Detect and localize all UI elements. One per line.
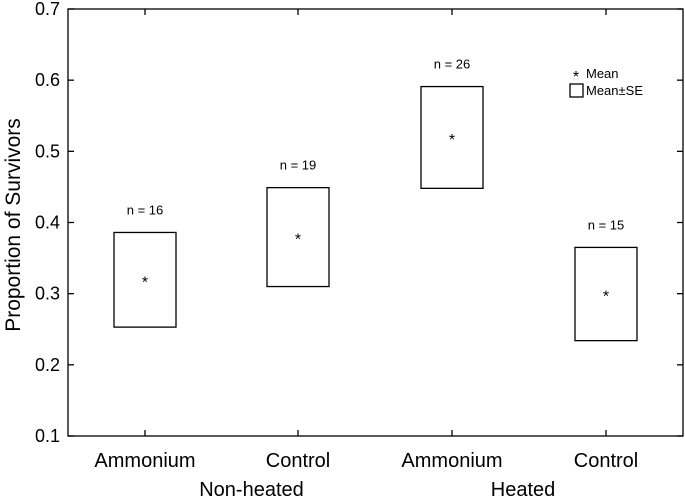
x-group-label: Heated [491, 479, 556, 501]
mean-marker: * [449, 132, 455, 149]
legend-box-marker [569, 83, 584, 98]
n-label: n = 19 [280, 158, 317, 173]
se-box [113, 231, 177, 328]
y-tick-label: 0.7 [35, 0, 60, 19]
n-label: n = 16 [127, 202, 164, 217]
mean-marker: * [603, 289, 609, 306]
y-tick-label: 0.6 [35, 70, 60, 90]
y-tick-label: 0.3 [35, 284, 60, 304]
x-axis: Ammonium Control Ammonium Control Non-heated… [94, 9, 638, 501]
y-tick-label: 0.1 [35, 426, 60, 446]
x-category-label: Ammonium [94, 450, 195, 472]
y-tick-label: 0.2 [35, 355, 60, 375]
x-category-label: Ammonium [401, 450, 502, 472]
boxes: * n = 16 * n = 19 * n = 26 * n = 15 [113, 57, 638, 342]
mean-marker: * [295, 232, 301, 249]
se-box [574, 246, 638, 342]
se-box [266, 186, 330, 288]
y-tick-label: 0.5 [35, 141, 60, 161]
x-category-label: Control [574, 450, 638, 472]
x-group-label: Non-heated [199, 479, 304, 501]
legend-mean-label: Mean [586, 66, 619, 81]
y-axis: 0.1 0.2 0.3 0.4 0.5 0.6 0.7 [35, 0, 683, 446]
n-label: n = 26 [434, 57, 471, 72]
y-axis-label: Proportion of Survivors [2, 118, 25, 332]
mean-marker: * [142, 274, 148, 291]
y-tick-label: 0.4 [35, 213, 60, 233]
se-box [420, 85, 484, 189]
n-label: n = 15 [588, 217, 625, 232]
legend-mean-marker: * [573, 69, 579, 86]
x-category-label: Control [266, 450, 330, 472]
legend-box-label: Mean±SE [586, 83, 643, 98]
legend: * Mean Mean±SE [569, 66, 643, 98]
